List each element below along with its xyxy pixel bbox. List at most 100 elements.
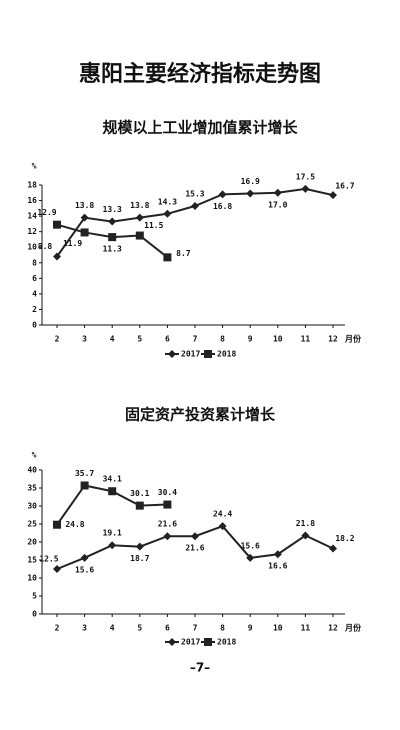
- x-tick-label: 12: [328, 624, 338, 633]
- data-point: [191, 532, 199, 541]
- value-label: 21.6: [185, 544, 204, 553]
- data-point: [246, 189, 255, 198]
- value-label: 11.9: [63, 239, 82, 248]
- data-point: [218, 522, 227, 531]
- data-point: [301, 531, 310, 540]
- x-tick-label: 8: [220, 335, 225, 344]
- y-tick-label: 10: [27, 574, 37, 583]
- data-point: [329, 191, 337, 200]
- value-label: 16.9: [241, 177, 260, 186]
- data-point: [301, 184, 310, 193]
- value-label: 34.1: [103, 475, 122, 484]
- page-number: –7–: [190, 661, 210, 675]
- data-point: [163, 532, 172, 541]
- x-tick-label: 11: [301, 335, 311, 344]
- data-point: [135, 501, 144, 510]
- y-axis-label: %: [32, 162, 37, 171]
- data-point: [163, 209, 172, 218]
- data-point: [135, 213, 144, 222]
- y-tick-label: 18: [27, 181, 37, 190]
- value-label: 8.8: [38, 242, 53, 251]
- value-label: 15.6: [241, 541, 260, 550]
- value-label: 24.4: [213, 510, 232, 519]
- x-tick-label: 5: [137, 624, 142, 633]
- data-point: [135, 542, 144, 551]
- data-point: [53, 520, 61, 529]
- x-tick-label: 4: [110, 335, 115, 344]
- y-tick-label: 4: [32, 289, 37, 298]
- x-tick-label: 10: [273, 335, 283, 344]
- data-point: [108, 541, 117, 550]
- value-label: 15.6: [75, 565, 94, 574]
- data-point: [80, 481, 89, 490]
- x-tick-label: 2: [55, 335, 60, 344]
- legend-marker: [168, 638, 176, 646]
- value-label: 16.8: [213, 202, 232, 211]
- y-tick-label: 5: [32, 592, 37, 601]
- y-tick-label: 12: [27, 227, 37, 236]
- data-point: [108, 487, 117, 496]
- legend-marker: [204, 350, 212, 358]
- value-label: 13.8: [130, 201, 149, 210]
- page-title: 惠阳主要经济指标走势图: [79, 61, 321, 87]
- x-tick-label: 4: [110, 624, 115, 633]
- data-point: [218, 190, 227, 199]
- y-tick-label: 25: [27, 520, 37, 529]
- y-tick-label: 14: [27, 212, 37, 221]
- y-tick-label: 16: [27, 196, 37, 205]
- data-point: [53, 565, 61, 573]
- legend-label: 2017: [181, 638, 200, 647]
- x-tick-label: 11: [301, 624, 311, 633]
- value-label: 24.8: [65, 520, 84, 529]
- value-label: 21.6: [158, 520, 177, 529]
- x-tick-label: 2: [55, 624, 60, 633]
- x-tick-label: 6: [165, 335, 170, 344]
- legend-marker: [204, 638, 212, 646]
- data-point: [80, 553, 89, 562]
- y-tick-label: 30: [27, 502, 37, 511]
- chart-title: 固定资产投资累计增长: [125, 406, 276, 424]
- data-point: [108, 233, 117, 242]
- value-label: 16.7: [335, 182, 354, 191]
- data-point: [53, 220, 61, 229]
- value-label: 11.5: [144, 221, 163, 230]
- y-tick-label: 20: [27, 538, 37, 547]
- x-tick-label: 10: [273, 624, 283, 633]
- legend-label: 2017: [181, 350, 200, 359]
- value-label: 17.0: [268, 200, 287, 209]
- value-label: 11.3: [103, 245, 122, 254]
- x-tick-label: 8: [220, 624, 225, 633]
- legend-label: 2018: [217, 638, 236, 647]
- y-tick-label: 10: [27, 243, 37, 252]
- x-tick-label: 6: [165, 624, 170, 633]
- x-tick-label: 12: [328, 335, 338, 344]
- x-tick-label: 7: [193, 624, 198, 633]
- x-tick-label: 7: [193, 335, 198, 344]
- data-point: [273, 188, 282, 197]
- value-label: 18.7: [130, 554, 149, 563]
- value-label: 17.5: [296, 172, 315, 181]
- x-tick-label: 9: [248, 624, 253, 633]
- value-label: 30.1: [130, 489, 149, 498]
- value-label: 35.7: [75, 469, 94, 478]
- value-label: 19.1: [103, 529, 122, 538]
- x-axis-label: 月份: [344, 334, 362, 344]
- y-tick-label: 40: [27, 466, 37, 475]
- data-point: [273, 550, 282, 559]
- y-tick-label: 0: [32, 321, 37, 330]
- y-tick-label: 15: [27, 556, 37, 565]
- value-label: 15.3: [185, 190, 204, 199]
- y-tick-label: 2: [32, 305, 37, 314]
- value-label: 13.3: [103, 205, 122, 214]
- value-label: 13.8: [75, 201, 94, 210]
- value-label: 21.8: [296, 519, 315, 528]
- data-point: [80, 213, 89, 222]
- x-tick-label: 3: [82, 335, 87, 344]
- legend-label: 2018: [217, 350, 236, 359]
- data-point: [135, 231, 144, 240]
- data-point: [246, 553, 255, 562]
- y-tick-label: 35: [27, 484, 37, 493]
- legend-marker: [168, 350, 176, 358]
- x-tick-label: 3: [82, 624, 87, 633]
